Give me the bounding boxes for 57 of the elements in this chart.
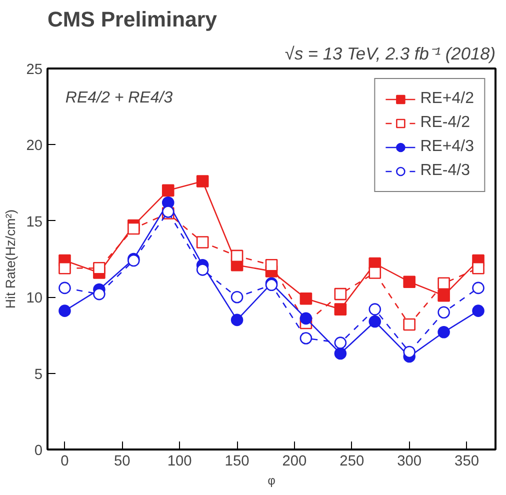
point	[300, 292, 312, 305]
point	[438, 277, 450, 290]
y-axis-title: Hit Rate(Hz/cm²)	[3, 209, 18, 309]
x-tick-label: 250	[340, 454, 364, 470]
point	[438, 306, 450, 318]
point	[438, 289, 450, 302]
point	[265, 258, 278, 272]
point	[334, 336, 347, 349]
x-tick-label: 100	[167, 454, 192, 470]
point	[196, 175, 209, 188]
x-tick-label: 50	[114, 454, 130, 470]
legend-label: RE-4/2	[420, 114, 470, 132]
y-tick-label: 15	[26, 214, 43, 230]
point	[403, 318, 416, 331]
x-axis-title: φ	[268, 474, 276, 488]
point	[230, 250, 244, 262]
point	[472, 262, 484, 274]
x-tick-label: 200	[282, 454, 307, 470]
point	[403, 346, 416, 358]
y-tick-label: 0	[34, 443, 43, 459]
point	[403, 276, 416, 288]
x-tick-label: 150	[224, 454, 250, 470]
point	[162, 184, 174, 197]
point	[368, 315, 382, 328]
point	[128, 222, 140, 235]
legend-label: RE+4/2	[420, 90, 474, 108]
x-tick-label: 350	[454, 454, 480, 470]
chart-title: CMS Preliminary	[48, 8, 218, 32]
point	[368, 266, 382, 279]
point	[472, 282, 484, 294]
point	[334, 303, 347, 316]
legend-label: RE+4/3	[420, 138, 474, 156]
y-tick-label: 20	[26, 138, 43, 154]
x-tick-label: 0	[60, 454, 69, 470]
point	[334, 347, 347, 360]
point	[472, 304, 484, 317]
point	[196, 236, 209, 248]
point	[300, 312, 312, 325]
x-tick-label: 300	[397, 454, 422, 470]
point	[300, 332, 312, 344]
point	[230, 314, 244, 326]
annotation: RE4/2 + RE4/3	[65, 90, 173, 107]
point	[334, 288, 347, 300]
point	[438, 326, 450, 338]
point	[230, 290, 244, 304]
point	[93, 262, 106, 274]
chart-subtitle: √s = 13 TeV, 2.3 fb⁻¹ (2018)	[284, 44, 496, 64]
point	[368, 303, 382, 316]
y-tick-label: 5	[34, 366, 43, 383]
y-tick-label: 25	[26, 62, 43, 78]
point	[58, 262, 71, 274]
point	[93, 288, 106, 300]
point	[196, 264, 209, 276]
legend-label: RE-4/3	[420, 162, 470, 180]
point	[58, 282, 71, 294]
y-tick-label: 10	[26, 290, 43, 307]
point	[58, 304, 71, 317]
